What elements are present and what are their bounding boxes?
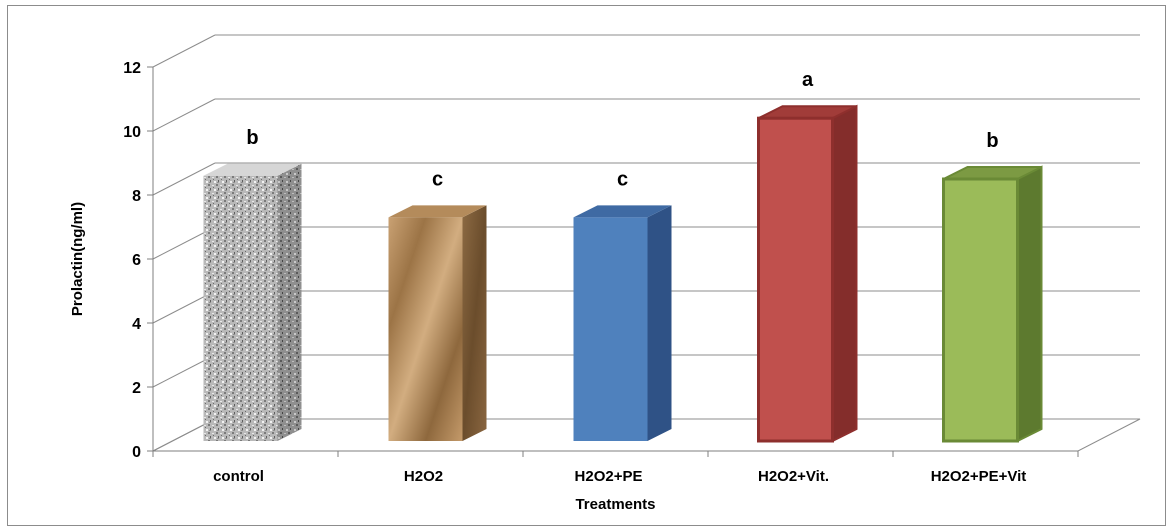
y-tick-label: 12 — [123, 60, 141, 77]
x-tick-label: control — [213, 468, 264, 485]
significance-label: a — [802, 69, 814, 91]
bar-top — [203, 163, 302, 176]
bar-side — [647, 205, 672, 441]
x-tick-label: H2O2+PE — [575, 468, 643, 485]
bar-front — [573, 217, 648, 441]
bar-control — [203, 163, 302, 442]
x-axis-title: Treatments — [575, 496, 655, 513]
bar-side — [1016, 165, 1043, 443]
x-tick-label: H2O2+PE+Vit — [931, 468, 1027, 485]
bar-h2o2-pe — [573, 205, 672, 441]
y-tick-label: 2 — [132, 380, 141, 397]
significance-label: c — [432, 168, 443, 190]
bar-front — [388, 217, 463, 441]
bar-top — [388, 205, 487, 218]
y-tick-label: 4 — [132, 316, 141, 333]
bar-side — [462, 205, 487, 441]
significance-label: b — [246, 127, 258, 149]
significance-label: c — [617, 168, 628, 190]
y-tick-label: 10 — [123, 124, 141, 141]
bar-top — [573, 205, 672, 218]
bar-side — [831, 104, 858, 443]
x-tick-label: H2O2+Vit. — [758, 468, 829, 485]
bar-front — [203, 175, 278, 442]
x-tick-label: H2O2 — [404, 468, 443, 485]
bar-front — [942, 177, 1019, 443]
y-tick-label: 0 — [132, 444, 141, 461]
gridline-diagonal — [152, 98, 216, 132]
gridline-diagonal — [152, 162, 216, 196]
y-tick-label: 8 — [132, 188, 141, 205]
gridline-diagonal — [152, 34, 216, 68]
bar-front — [757, 116, 834, 443]
y-tick-label: 6 — [132, 252, 141, 269]
bar-h2o2-vit- — [757, 104, 858, 443]
y-axis-title: Prolactin(ng/ml) — [69, 202, 86, 316]
bar-side — [277, 163, 302, 442]
significance-label: b — [986, 130, 998, 152]
bar-h2o2 — [388, 205, 487, 441]
bar-h2o2-pe-vit — [942, 165, 1043, 443]
